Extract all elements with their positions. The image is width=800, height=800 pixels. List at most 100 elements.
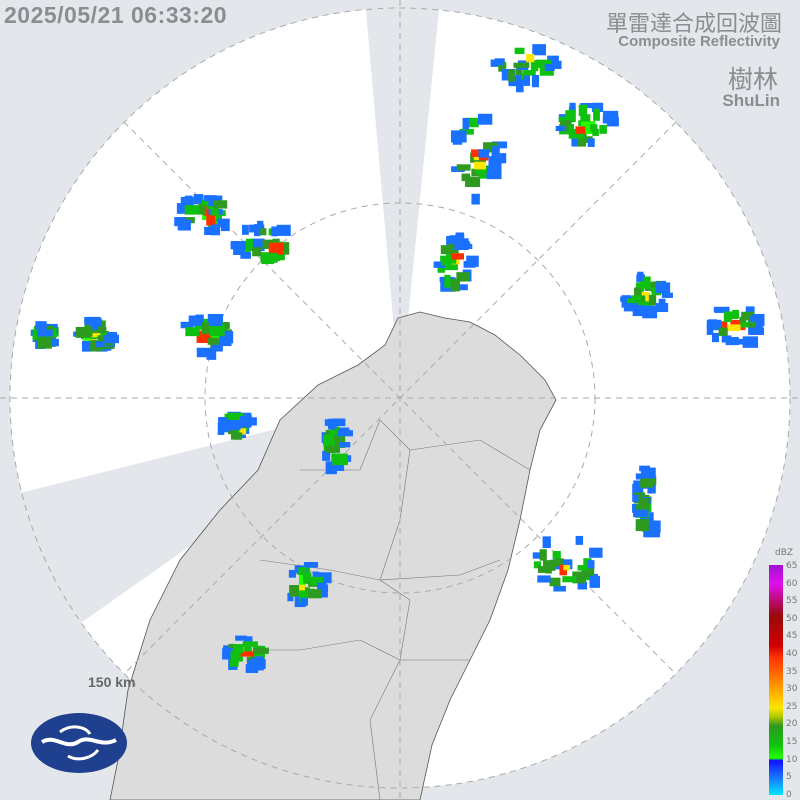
echo-cell [325,461,337,475]
echo-cell [498,61,506,72]
echo-cell [241,224,249,235]
echo-cell [513,62,530,68]
echo-cell [537,566,547,573]
echo-cell [268,242,284,255]
echo-cell [298,567,307,575]
echo-cell [456,164,471,171]
echo-cell [300,597,308,606]
echo-cell [718,327,728,336]
echo-cell [455,232,465,245]
legend-tick: 60 [786,578,798,589]
echo-cell [575,535,584,545]
echo-cell [555,125,565,132]
blind-sector-north [365,8,440,398]
echo-cell [333,460,345,471]
echo-cell [97,326,107,333]
echo-cell [244,641,252,655]
echo-cell [569,102,576,110]
echo-cell [243,636,253,645]
echo-cell [603,110,619,120]
echo-cell [89,317,102,331]
echo-cell [642,305,658,319]
echo-cell [287,592,294,602]
echo-cell [327,418,337,430]
echo-cell [640,467,656,479]
echo-cell [637,305,645,316]
echo-cell [714,306,730,313]
echo-cell [706,324,714,335]
legend-tick: 65 [786,561,798,571]
echo-cell [272,251,285,261]
echo-cell [193,194,204,205]
echo-cell [83,326,93,337]
echo-cell [332,453,348,466]
echo-cell [587,560,595,569]
echo-cell [633,509,649,518]
echo-cell [739,316,747,324]
echo-cell [450,130,467,143]
echo-cell [37,336,52,349]
echo-cell [641,476,657,486]
echo-cell [230,651,237,662]
echo-cell [533,561,541,569]
echo-cell [637,271,644,282]
echo-cell [260,228,267,236]
taiwan-land [109,311,557,800]
echo-cell [211,224,221,236]
echo-cell [537,575,551,583]
echo-cell [553,585,566,592]
echo-cell [514,47,525,55]
echo-cell [262,239,273,249]
legend-tick: 30 [786,684,798,695]
echo-cell [508,75,524,87]
echo-cell [262,254,279,260]
echo-cell [315,572,332,584]
echo-cell [516,79,524,93]
echo-cell [491,146,500,154]
echo-cell [661,292,673,298]
echo-cell [209,325,225,337]
echo-cell [459,128,474,135]
echo-cell [204,226,214,236]
echo-cell [433,261,445,268]
echo-cell [196,347,211,358]
echo-cell [309,589,322,599]
echo-cell [589,575,601,588]
echo-cell [706,319,722,328]
echo-cell [299,590,308,603]
echo-cell [643,528,650,538]
echo-cell [174,217,186,227]
echo-cell [325,445,336,453]
echo-cell [740,322,755,328]
echo-cell [522,70,536,76]
echo-cell [332,418,346,427]
echo-cell [440,245,455,255]
echo-cell [203,195,217,202]
echo-cell [750,315,759,325]
echo-cell [563,565,571,571]
echo-cell [531,74,540,88]
echo-cell [312,571,319,581]
echo-cell [552,550,561,560]
echo-cell [580,136,593,143]
echo-cell [462,118,469,130]
echo-cell [491,141,508,149]
echo-cell [471,193,480,205]
echo-cell [211,342,223,352]
echo-cell [95,341,105,348]
echo-cell [547,55,559,63]
echo-cell [220,218,230,232]
legend-tick: 20 [786,719,798,730]
legend-tick: 40 [786,649,798,659]
echo-cell [565,110,576,123]
echo-cell [490,59,504,66]
echo-cell [37,329,53,337]
echo-cell [188,315,196,327]
echo-cell [329,426,340,436]
echo-cell [620,296,634,302]
echo-cell [231,413,244,420]
echo-cell [727,324,741,332]
echo-cell [542,536,551,548]
echo-cell [335,434,346,441]
